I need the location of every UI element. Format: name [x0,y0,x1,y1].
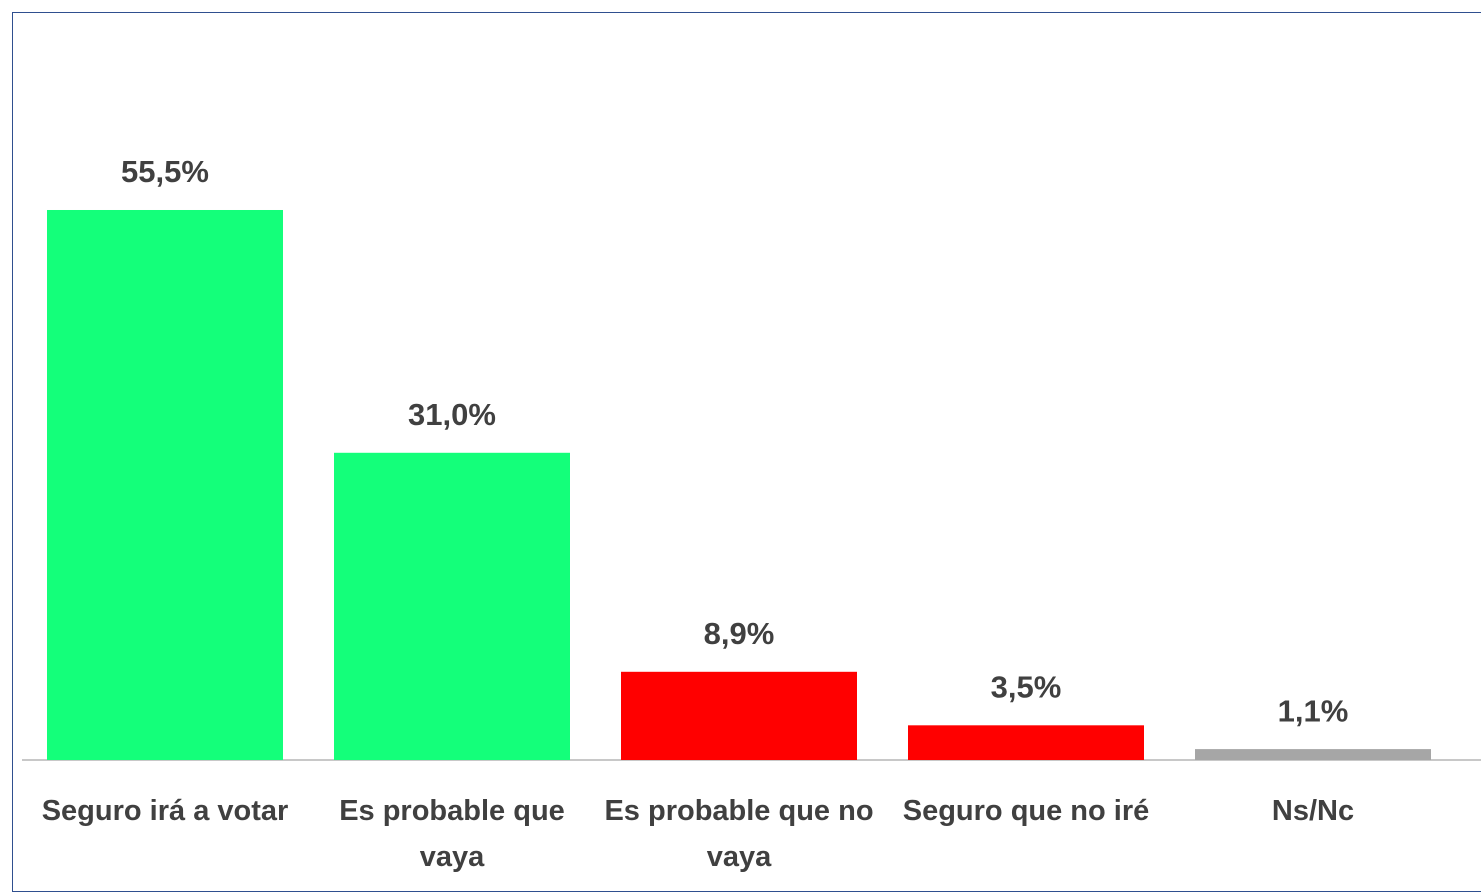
data-label: 31,0% [408,397,496,432]
data-label: 55,5% [121,154,209,189]
x-tick-label: Seguro que no iré [902,795,1150,827]
data-label: 8,9% [704,616,775,651]
bar [47,209,283,760]
x-tick-label: Seguro irá a votar [41,795,289,827]
data-label: 1,1% [1278,693,1349,728]
bar [908,725,1144,760]
x-tick-label: Ns/Nc [1271,795,1355,827]
bar [1195,749,1431,760]
bar [621,671,857,760]
x-tick-label: Es probable que no vaya [604,795,874,873]
bar [334,452,570,760]
data-label: 3,5% [991,670,1062,705]
x-tick-label: Es probable que vaya [339,795,565,873]
